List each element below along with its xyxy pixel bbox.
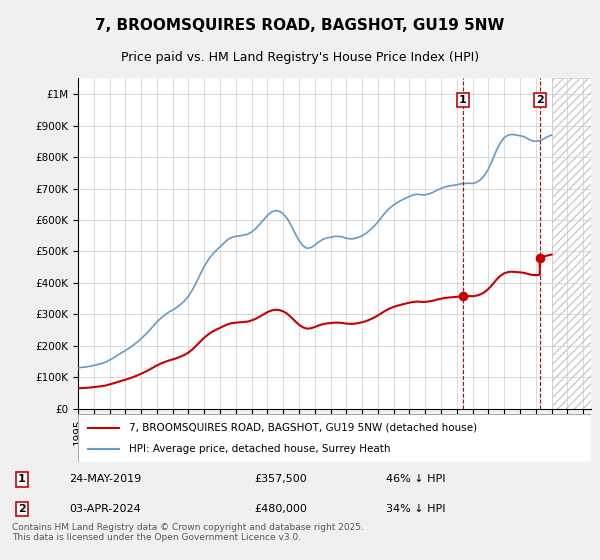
Text: 03-APR-2024: 03-APR-2024 (70, 504, 142, 514)
Text: 34% ↓ HPI: 34% ↓ HPI (386, 504, 446, 514)
Text: Price paid vs. HM Land Registry's House Price Index (HPI): Price paid vs. HM Land Registry's House … (121, 51, 479, 64)
FancyBboxPatch shape (78, 414, 591, 462)
Text: 46% ↓ HPI: 46% ↓ HPI (386, 474, 446, 484)
Text: 1: 1 (459, 95, 467, 105)
Text: 2: 2 (536, 95, 544, 105)
Text: Contains HM Land Registry data © Crown copyright and database right 2025.
This d: Contains HM Land Registry data © Crown c… (12, 523, 364, 542)
Text: 7, BROOMSQUIRES ROAD, BAGSHOT, GU19 5NW (detached house): 7, BROOMSQUIRES ROAD, BAGSHOT, GU19 5NW … (130, 423, 478, 433)
Text: 24-MAY-2019: 24-MAY-2019 (70, 474, 142, 484)
Text: 1: 1 (18, 474, 26, 484)
Bar (551, 78, 591, 409)
Text: HPI: Average price, detached house, Surrey Heath: HPI: Average price, detached house, Surr… (130, 444, 391, 454)
Text: 2: 2 (18, 504, 26, 514)
Text: 7, BROOMSQUIRES ROAD, BAGSHOT, GU19 5NW: 7, BROOMSQUIRES ROAD, BAGSHOT, GU19 5NW (95, 18, 505, 33)
Text: £480,000: £480,000 (254, 504, 307, 514)
Text: £357,500: £357,500 (254, 474, 307, 484)
